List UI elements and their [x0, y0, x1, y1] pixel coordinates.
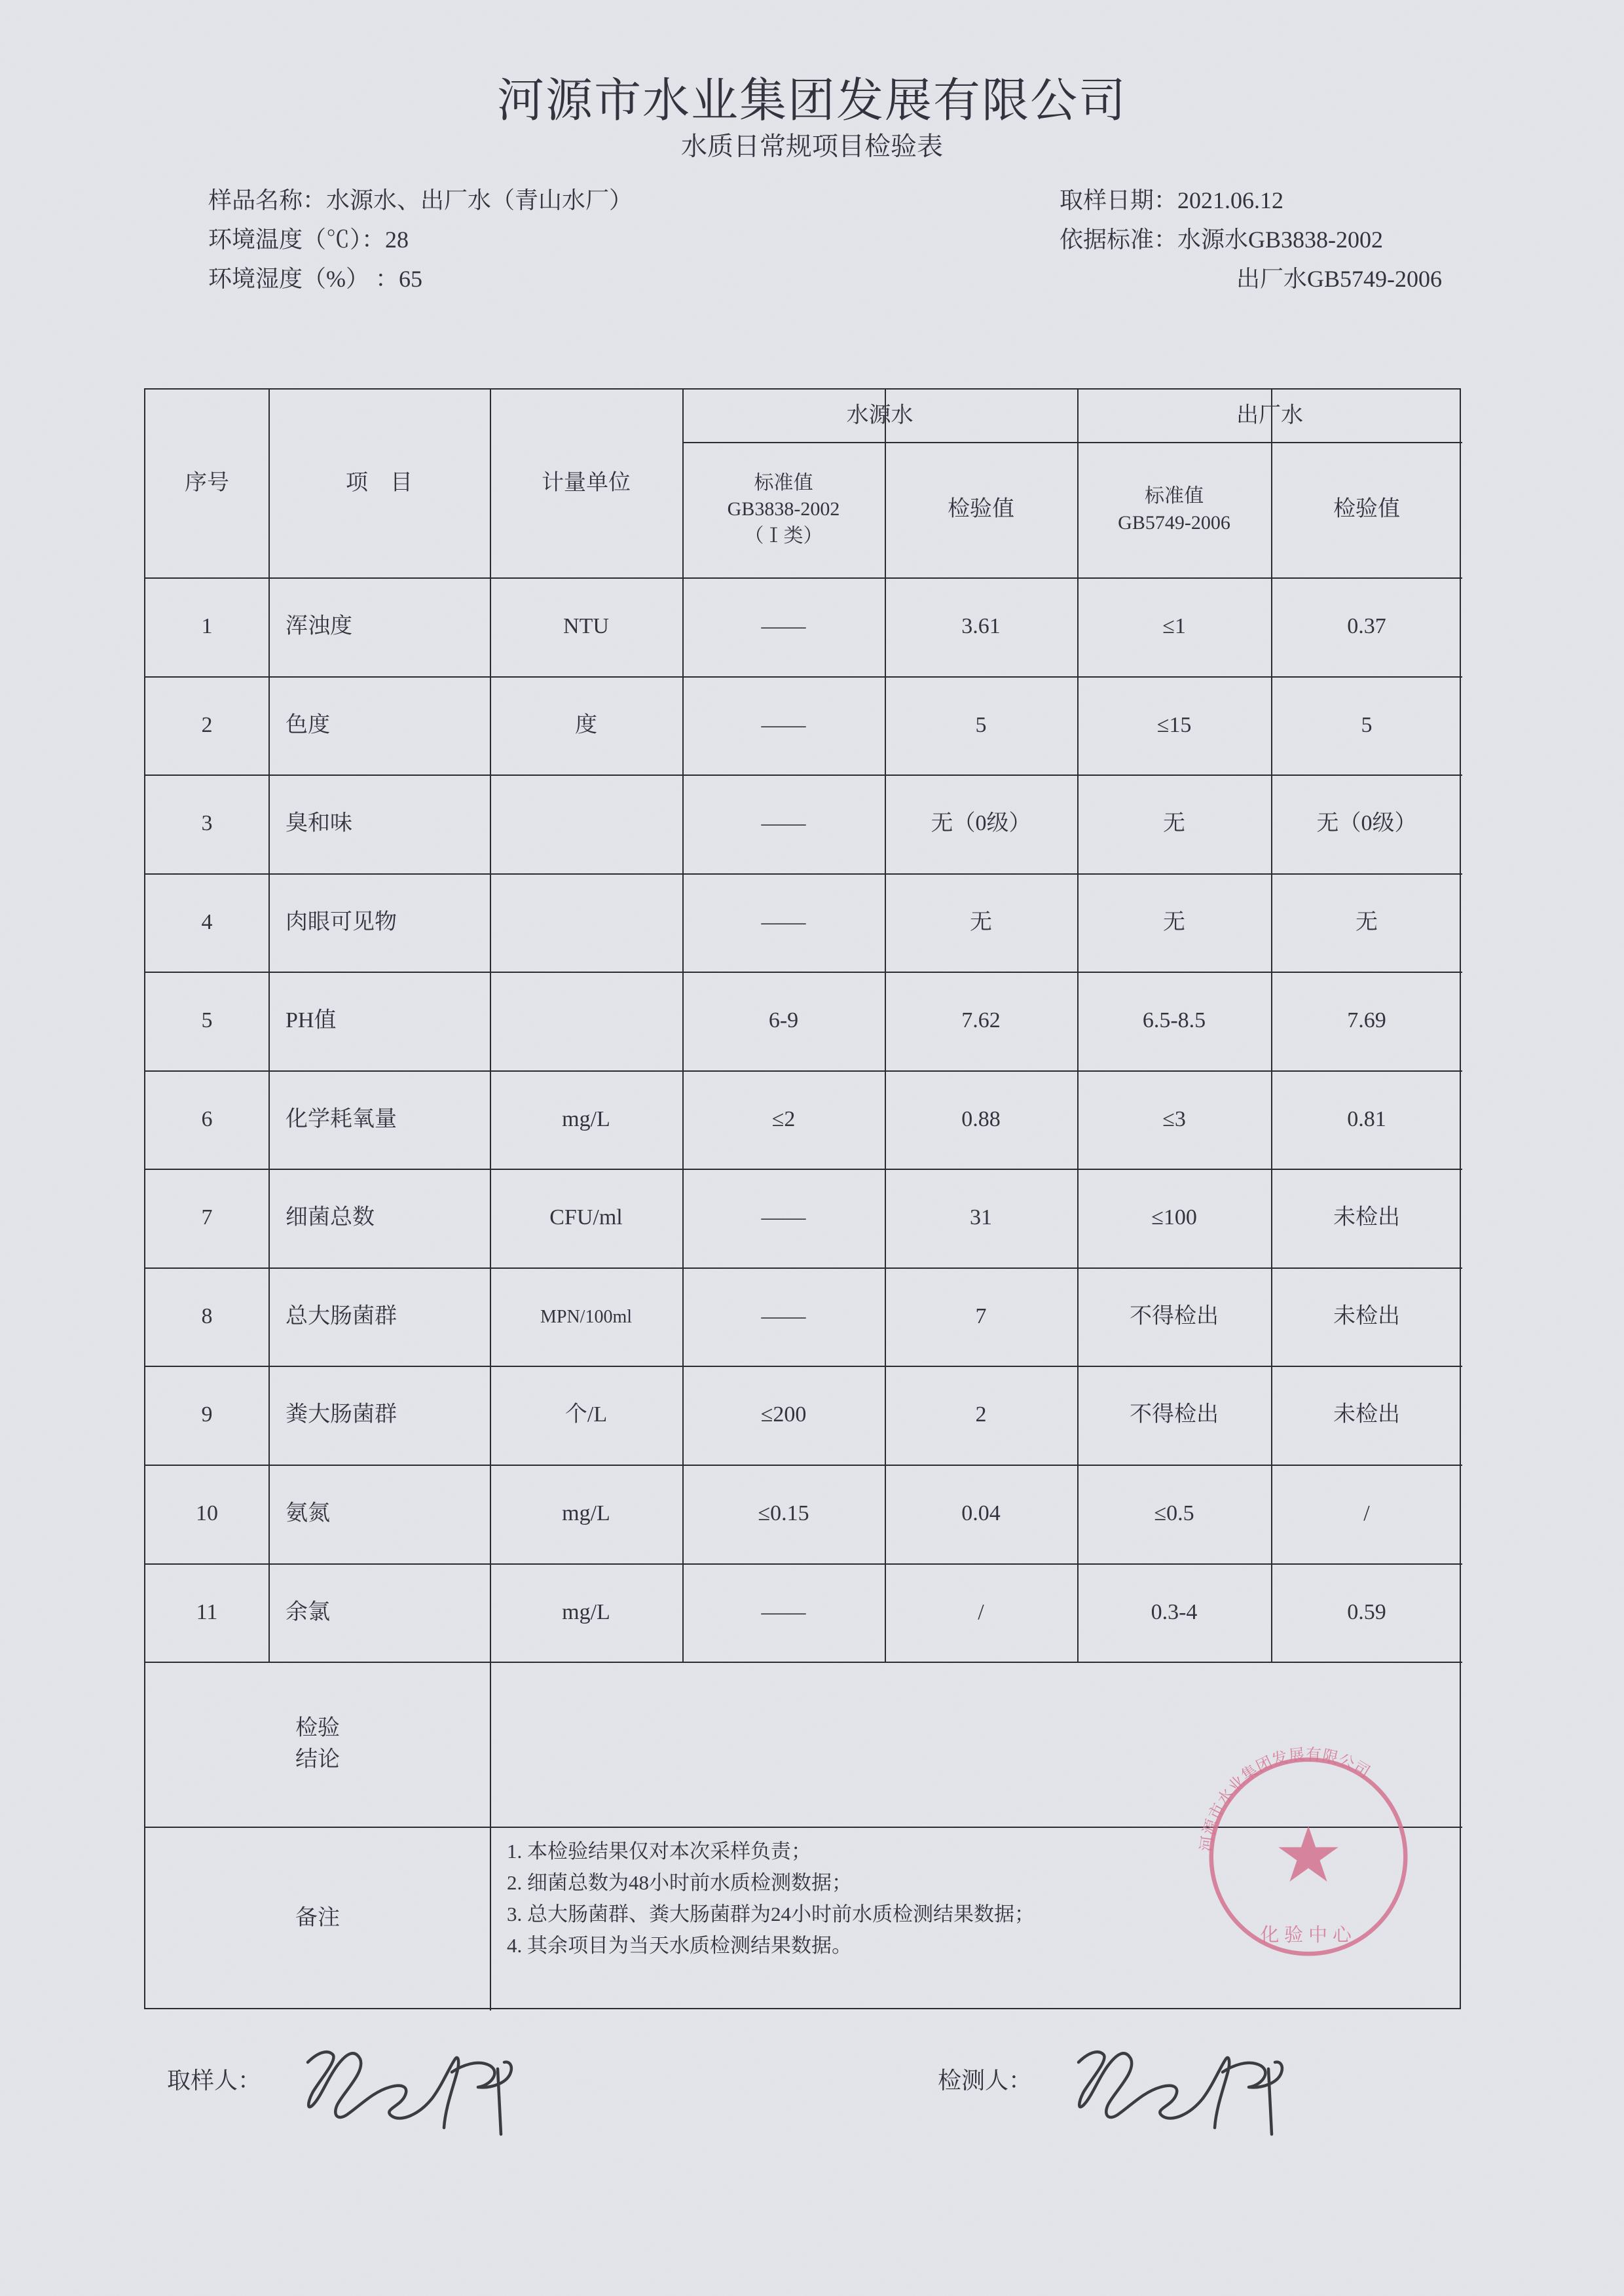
svg-text:河源市水业集团发展有限公司: 河源市水业集团发展有限公司 [1198, 1746, 1373, 1852]
svg-text:化验中心: 化验中心 [1260, 1925, 1357, 1946]
